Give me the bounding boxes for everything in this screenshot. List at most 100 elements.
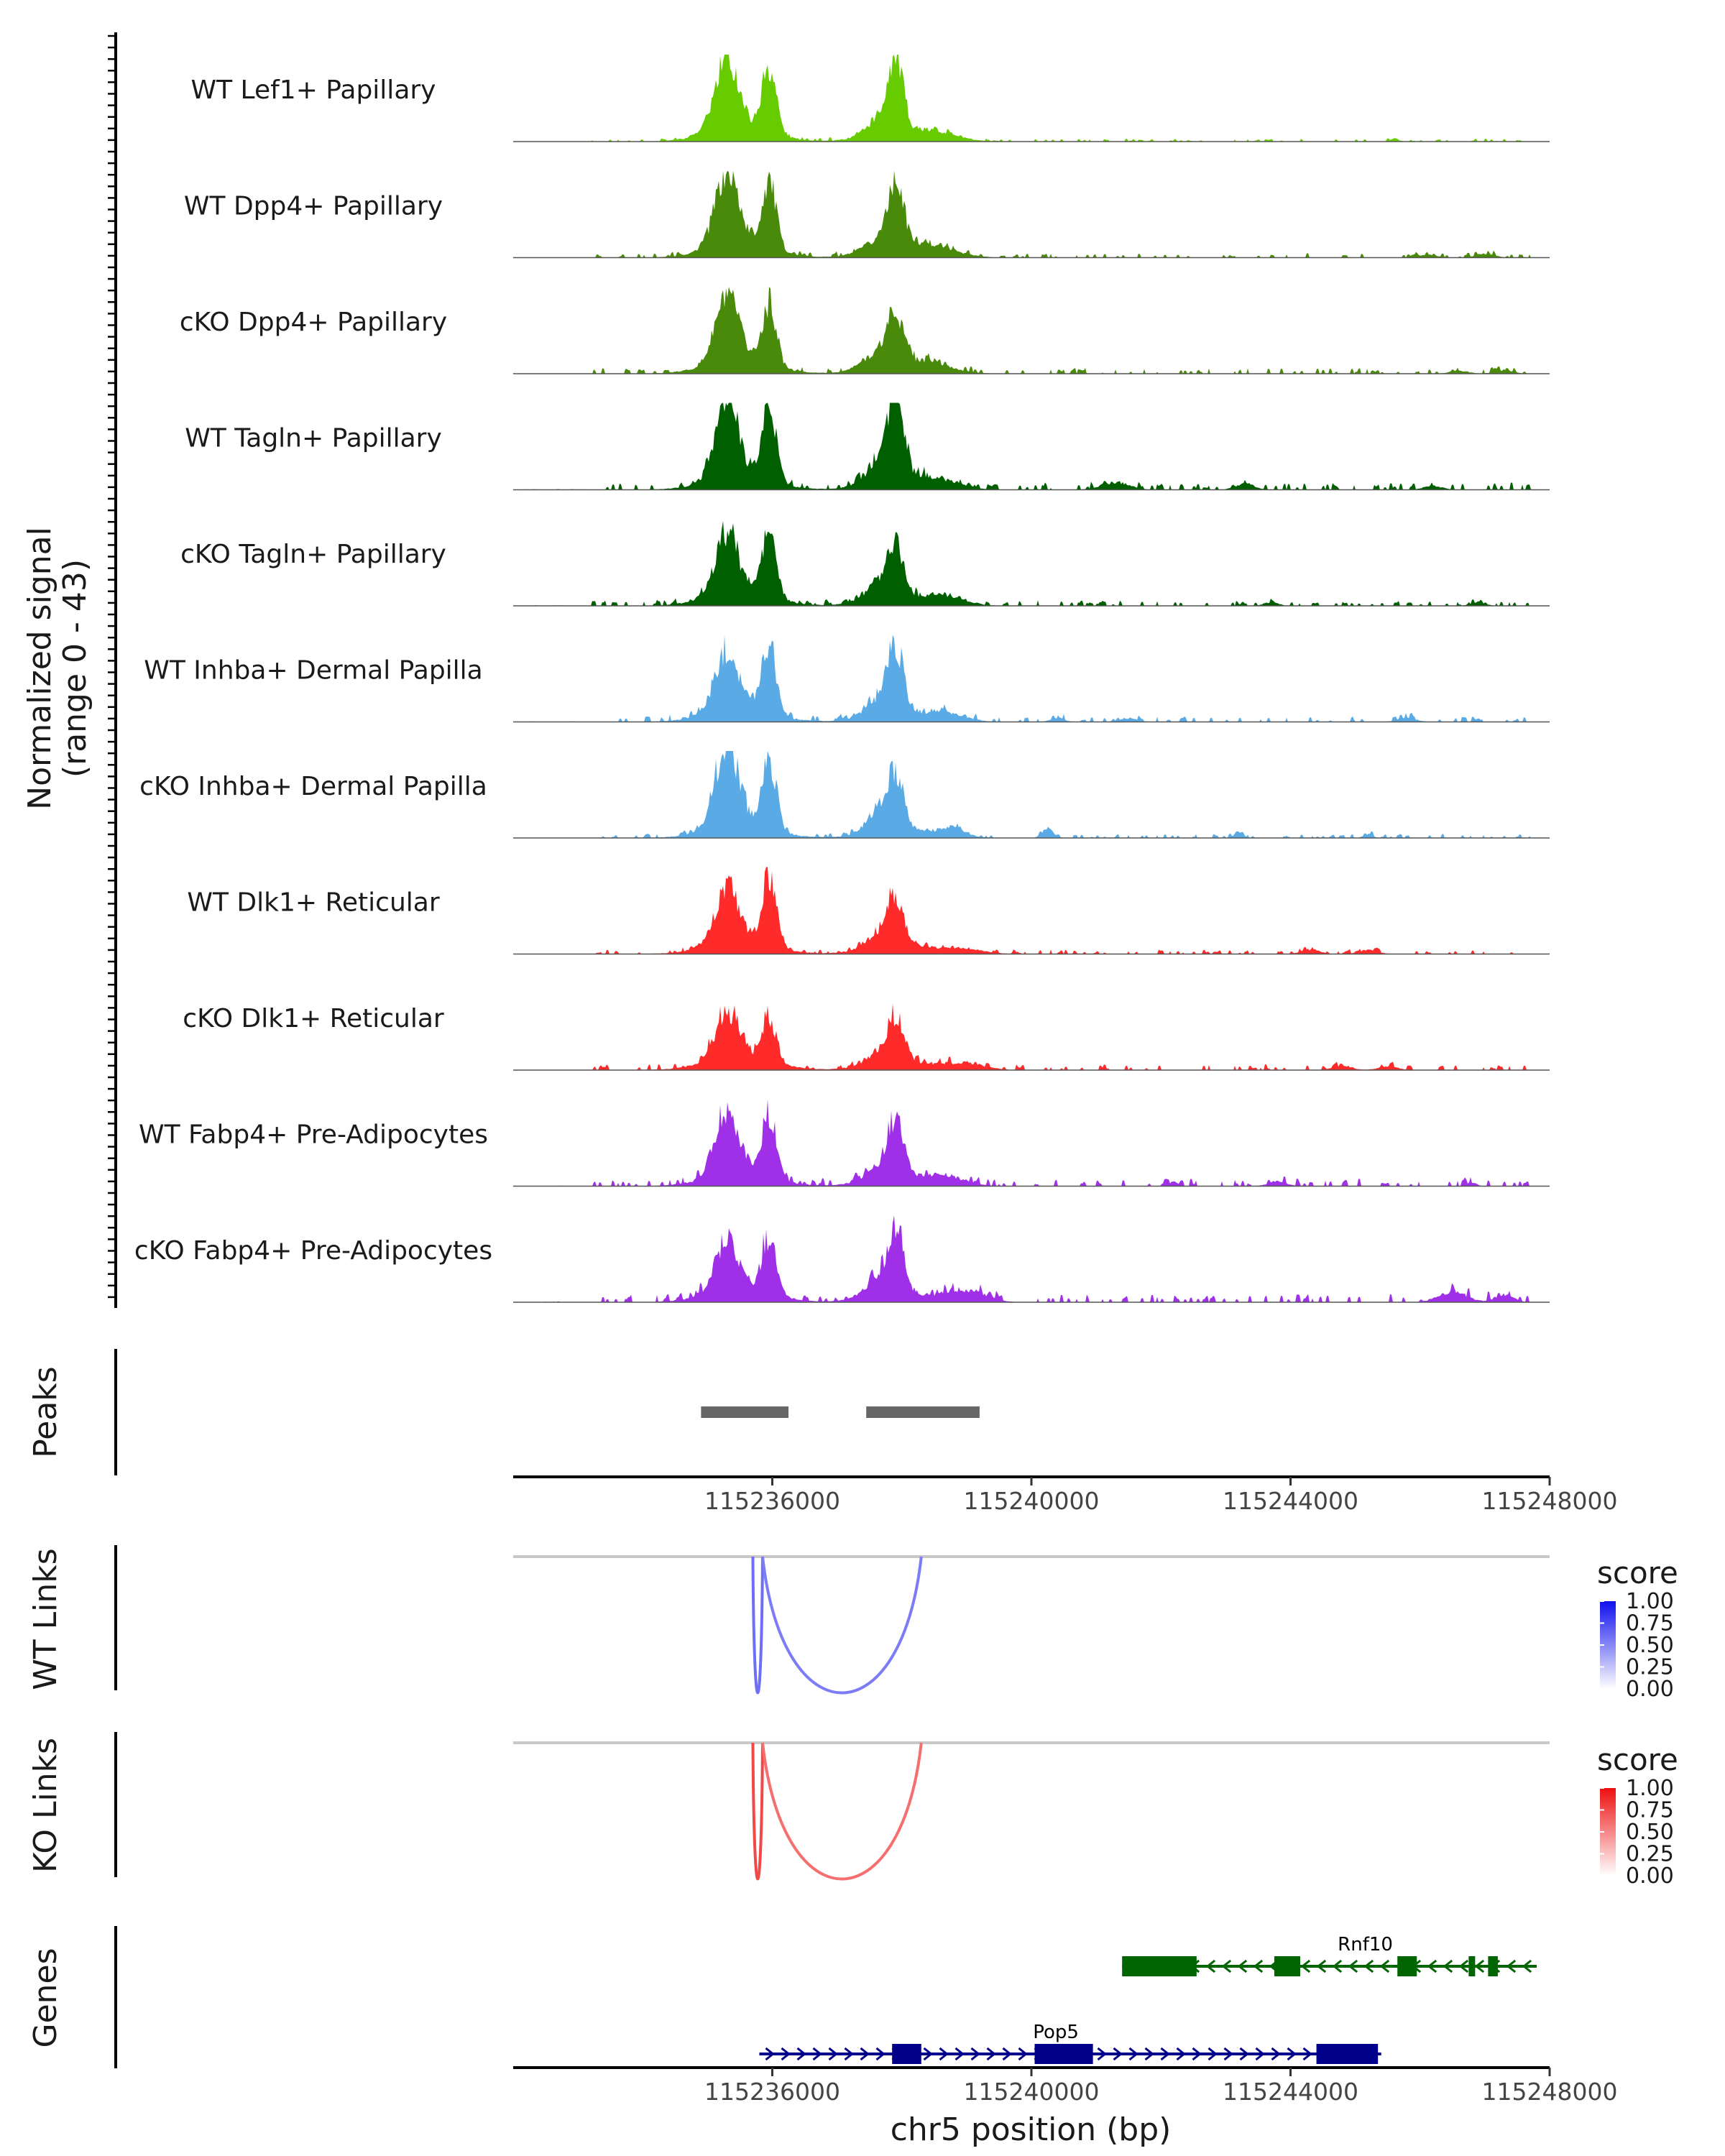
gene-name-label: Pop5 <box>1033 2022 1079 2043</box>
coverage-track: WT Dlk1+ Reticular <box>187 867 1550 955</box>
coverage-track-area <box>513 1099 1550 1187</box>
x-axis-tick-label: 115248000 <box>1482 2078 1618 2106</box>
strand-arrow <box>1522 1959 1532 1973</box>
coverage-track-label: WT Dpp4+ Papillary <box>184 192 443 221</box>
coverage-track-area <box>513 751 1550 838</box>
coverage-track-label: cKO Fabp4+ Pre-Adipocytes <box>134 1236 492 1266</box>
ko-legend-title: score <box>1597 1742 1678 1777</box>
coverage-track: WT Inhba+ Dermal Papilla <box>144 635 1550 723</box>
strand-arrow <box>1176 2047 1186 2061</box>
link-arc <box>751 1742 764 1881</box>
legend-tick-label: 0.00 <box>1626 1677 1674 1702</box>
gene-exon <box>1397 1956 1417 1976</box>
legend-tick-label: 0.50 <box>1626 1633 1674 1658</box>
coverage-tracks: WT Lef1+ Papillary WT Dpp4+ Papillary cKO … <box>134 55 1550 1303</box>
strand-arrow <box>970 2047 980 2061</box>
link-arc <box>760 1742 923 1881</box>
x-axis-tick-label: 115248000 <box>1482 1487 1618 1515</box>
coverage-track: cKO Dpp4+ Papillary <box>180 287 1550 374</box>
strand-arrow <box>1253 1959 1264 1973</box>
strand-arrow <box>1128 2047 1138 2061</box>
legend-tick-label: 0.00 <box>1626 1864 1674 1889</box>
gene-model: Rnf10 <box>1122 1934 1537 1976</box>
coverage-track-label: cKO Dlk1+ Reticular <box>183 1004 444 1033</box>
strand-arrow <box>1223 2047 1233 2061</box>
peak-region <box>701 1406 789 1418</box>
strand-arrow <box>1427 1959 1438 1973</box>
coverage-ylabel-line2: (range 0 - 43) <box>57 559 93 778</box>
gene-model: Pop5 <box>759 2022 1381 2064</box>
coverage-track-area <box>513 635 1550 722</box>
strand-arrow <box>1221 1959 1232 1973</box>
strand-arrow <box>1160 2047 1170 2061</box>
legend-tick-label: 0.25 <box>1626 1842 1674 1867</box>
ko-legend-ticks: 1.000.750.500.250.00 <box>1600 1776 1674 1889</box>
wt-links-track-label: WT Links <box>27 1548 64 1690</box>
genes-track-label: Genes <box>27 1948 64 2047</box>
coverage-track-area <box>513 520 1550 606</box>
coverage-track-label: WT Tagln+ Papillary <box>185 424 442 453</box>
coverage-ylabel-line1: Normalized signal <box>22 527 58 810</box>
strand-arrow <box>796 2047 806 2061</box>
strand-arrow <box>828 2047 838 2061</box>
strand-arrow <box>1192 2047 1202 2061</box>
legend-tick-label: 0.75 <box>1626 1611 1674 1636</box>
coverage-track-label: cKO Dpp4+ Papillary <box>180 308 447 337</box>
strand-arrow <box>1348 1959 1358 1973</box>
ko-links-arcs <box>513 1741 1550 1881</box>
gene-models: Rnf10 Pop5 <box>759 1934 1537 2064</box>
coverage-track: cKO Dlk1+ Reticular <box>183 1003 1550 1071</box>
gene-exon <box>1034 2044 1093 2064</box>
strand-arrow <box>1363 1959 1374 1973</box>
x-axis-bottom: 115236000 115240000 115244000 115248000 <box>513 2066 1618 2106</box>
x-axis-tick-label: 115244000 <box>1223 1487 1358 1515</box>
strand-arrow <box>812 2047 822 2061</box>
wt-legend-title: score <box>1597 1555 1678 1590</box>
strand-arrow <box>1237 1959 1248 1973</box>
coverage-track: WT Lef1+ Papillary <box>191 55 1550 142</box>
coverage-track-label: cKO Inhba+ Dermal Papilla <box>139 772 487 801</box>
coverage-track: WT Tagln+ Papillary <box>185 402 1550 491</box>
gene-name-label: Rnf10 <box>1338 1934 1393 1955</box>
peak-region <box>866 1406 980 1418</box>
coverage-track-area <box>513 867 1550 954</box>
strand-arrow <box>1144 2047 1154 2061</box>
strand-arrow <box>1255 2047 1265 2061</box>
strand-arrow <box>860 2047 870 2061</box>
x-axis-tick-label: 115240000 <box>964 2078 1100 2106</box>
x-axis-tick-label: 115244000 <box>1223 2078 1358 2106</box>
strand-arrow <box>844 2047 854 2061</box>
link-arc <box>751 1556 764 1695</box>
strand-arrow <box>1097 2047 1107 2061</box>
coverage-track: WT Dpp4+ Papillary <box>184 170 1550 259</box>
coverage-track: cKO Fabp4+ Pre-Adipocytes <box>134 1215 1550 1303</box>
coverage-track-area <box>513 287 1550 374</box>
strand-arrow <box>765 2047 775 2061</box>
coverage-track-label: WT Inhba+ Dermal Papilla <box>144 656 482 686</box>
x-axis-top: 115236000 115240000 115244000 115248000 <box>513 1475 1618 1515</box>
strand-arrow <box>1271 2047 1281 2061</box>
coverage-track: cKO Tagln+ Papillary <box>180 520 1550 607</box>
x-axis-tick-label: 115236000 <box>704 1487 840 1515</box>
wt-links-legend: score 1.000.750.500.250.00 <box>1597 1555 1678 1702</box>
coverage-y-axis <box>108 32 117 1308</box>
strand-arrow <box>954 2047 965 2061</box>
strand-arrow <box>1002 2047 1012 2061</box>
coverage-track-label: WT Dlk1+ Reticular <box>187 888 439 918</box>
link-arc <box>760 1556 923 1695</box>
strand-arrow <box>1443 1959 1453 1973</box>
strand-arrow <box>1113 2047 1123 2061</box>
legend-tick-label: 1.00 <box>1626 1776 1674 1801</box>
x-axis-tick-label: 115240000 <box>964 1487 1100 1515</box>
coverage-track-label: WT Lef1+ Papillary <box>191 75 436 105</box>
strand-arrow <box>1208 2047 1218 2061</box>
strand-arrow <box>1018 2047 1028 2061</box>
wt-links-arcs <box>513 1555 1550 1695</box>
coverage-track-area <box>513 170 1550 258</box>
coverage-track: WT Fabp4+ Pre-Adipocytes <box>139 1099 1550 1187</box>
gene-exon <box>892 2044 921 2064</box>
strand-arrow <box>986 2047 996 2061</box>
strand-arrow <box>1506 1959 1517 1973</box>
legend-tick-label: 1.00 <box>1626 1589 1674 1614</box>
